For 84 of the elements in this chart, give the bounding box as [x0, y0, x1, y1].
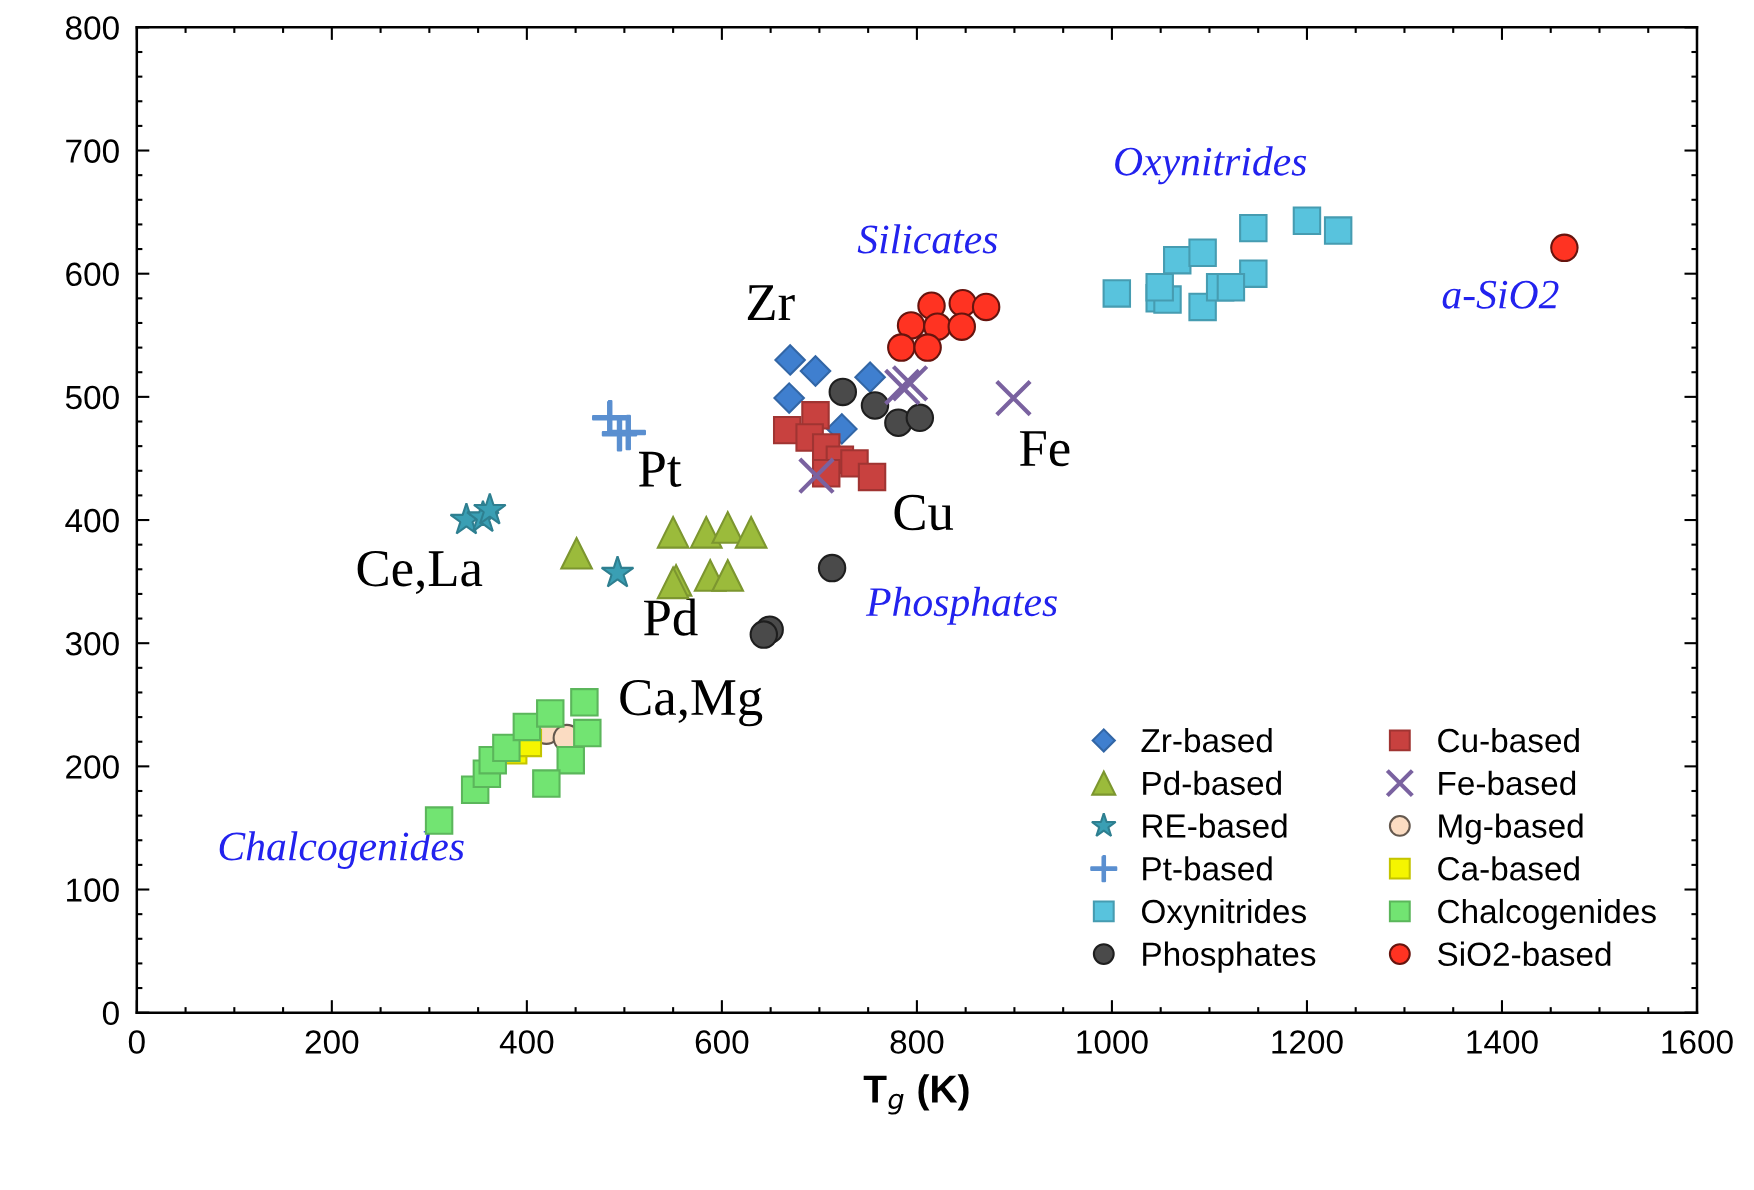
x-axis-title: T$_{g}$ (K)	[863, 1074, 969, 1115]
y-tick-label: 700	[66, 139, 119, 163]
point	[600, 555, 635, 588]
point	[1102, 279, 1132, 308]
annotation: a-SiO2	[1442, 280, 1559, 309]
point	[1550, 233, 1579, 263]
y-tick-label: 300	[65, 632, 119, 656]
point	[1188, 238, 1217, 267]
annotation: Ca,Mg	[620, 679, 763, 727]
legend-label: RE-based	[1143, 813, 1287, 838]
legend-label: Cu-based	[1438, 727, 1579, 753]
legend-label: Chalcogenides	[1438, 898, 1656, 930]
point	[883, 368, 922, 406]
point	[947, 312, 976, 341]
x-tick-label: 400	[499, 1030, 554, 1054]
point	[536, 699, 565, 728]
x-tick-label: 0	[128, 1030, 145, 1054]
point	[1239, 259, 1268, 288]
annotation: Fe	[1019, 431, 1070, 467]
point	[857, 462, 887, 492]
x-tick-label: 600	[695, 1030, 749, 1054]
legend-label: SiO2-based	[1438, 941, 1611, 967]
x-tick-label: 1600	[1662, 1030, 1733, 1054]
legend-label: Zr-based	[1141, 727, 1272, 753]
point	[817, 553, 847, 583]
point	[749, 620, 779, 649]
point	[994, 379, 1033, 417]
annotation: Oxynitrides	[1115, 146, 1307, 185]
annotation: Pt	[638, 451, 682, 487]
annotation: Phosphates	[865, 586, 1057, 625]
point	[656, 516, 690, 549]
x-tick-label: 1200	[1272, 1030, 1343, 1054]
y-tick-label: 200	[66, 755, 119, 779]
point	[711, 559, 745, 592]
legend-label: Ca-based	[1438, 856, 1579, 881]
y-tick-label: 400	[65, 508, 119, 533]
point	[1239, 213, 1268, 243]
legend-label: Pd-based	[1143, 770, 1281, 796]
point	[887, 333, 916, 362]
point	[1292, 206, 1322, 235]
point	[689, 516, 723, 549]
annotation: Silicates	[857, 224, 998, 254]
annotation: Zr	[747, 285, 795, 320]
y-tick-label: 0	[102, 1001, 119, 1026]
point	[1216, 273, 1246, 302]
point	[556, 745, 585, 775]
y-tick-label: 600	[66, 262, 119, 287]
legend-label: Mg-based	[1439, 813, 1583, 845]
annotation: Cu	[894, 494, 954, 531]
point	[734, 516, 768, 549]
point	[828, 377, 858, 407]
legend-label: Fe-based	[1439, 770, 1576, 796]
point	[610, 414, 646, 451]
y-tick-label: 800	[65, 16, 119, 40]
legend-label: Phosphates	[1143, 941, 1316, 973]
point	[1323, 216, 1353, 245]
x-tick-label: 1400	[1467, 1030, 1538, 1054]
point	[532, 769, 561, 798]
point	[854, 361, 886, 393]
y-tick-label: 100	[67, 878, 119, 902]
point	[573, 718, 602, 748]
point	[913, 333, 942, 362]
annotation: Pd	[644, 598, 698, 636]
point	[905, 403, 935, 433]
point	[860, 391, 890, 420]
point	[1188, 292, 1217, 322]
point	[570, 688, 599, 717]
point	[891, 364, 929, 403]
point	[797, 456, 836, 495]
annotation: Chalcogenides	[219, 831, 464, 870]
legend-label: Pt-based	[1143, 856, 1272, 881]
point	[472, 492, 507, 525]
point	[799, 355, 832, 387]
x-tick-label: 1000	[1077, 1030, 1148, 1054]
x-tick-label: 200	[305, 1030, 359, 1054]
point	[773, 382, 805, 414]
point	[774, 344, 806, 376]
y-tick-label: 500	[65, 385, 119, 410]
point	[560, 536, 593, 570]
legend-label: Oxynitrides	[1142, 898, 1306, 930]
point	[971, 292, 1001, 322]
x-tick-label: 800	[890, 1030, 944, 1054]
point	[896, 311, 926, 340]
annotation: Ce,La	[357, 550, 483, 595]
